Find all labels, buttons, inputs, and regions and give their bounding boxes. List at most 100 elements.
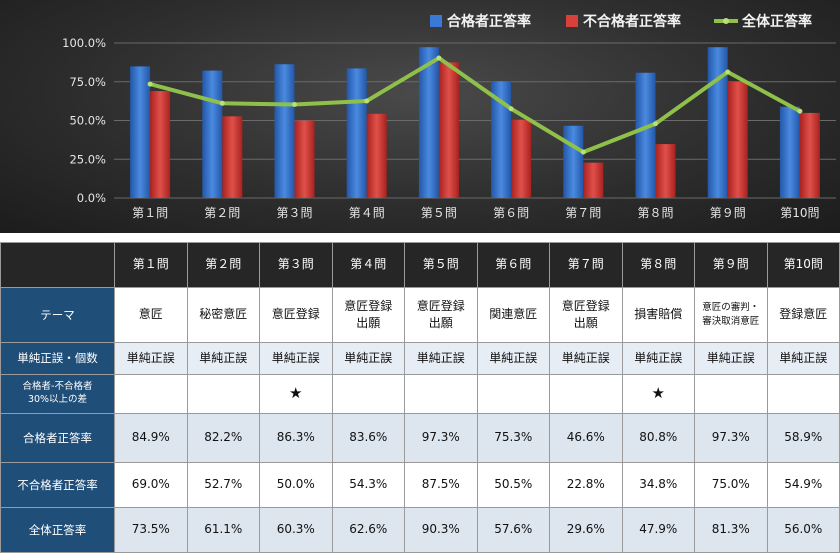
theme-line: 損害賠償 [634, 307, 683, 322]
bar [655, 144, 676, 198]
bar [294, 120, 315, 198]
x-tick-label: 第８問 [637, 206, 673, 220]
bar [222, 116, 243, 198]
row-header-line: 30%以上の差 [27, 394, 88, 405]
row-header-diff-flag: 合格者-不合格者 30%以上の差 [0, 374, 115, 414]
fail-rate-cell: 54.3% [331, 462, 405, 508]
type-cell: 単純正誤 [114, 342, 188, 375]
line-point [653, 121, 658, 127]
theme-cell: 損害賠償 [621, 287, 695, 343]
type-cell: 単純正誤 [621, 342, 695, 375]
x-tick-label: 第５問 [421, 206, 457, 220]
y-tick-label: 0.0% [77, 191, 106, 205]
bar [274, 64, 295, 198]
bar [150, 91, 171, 198]
type-cell: 単純正誤 [331, 342, 405, 375]
type-cell: 単純正誤 [404, 342, 478, 375]
theme-line: 意匠 [138, 307, 163, 322]
fail-rate-cell: 22.8% [549, 462, 623, 508]
type-cell: 単純正誤 [549, 342, 623, 375]
y-tick-label: 50.0% [69, 114, 106, 128]
theme-line: 意匠登録 [344, 298, 393, 313]
pass-rate-cell: 83.6% [331, 413, 405, 463]
fail-rate-cell: 87.5% [404, 462, 478, 508]
x-tick-label: 第６問 [493, 206, 529, 220]
theme-line: 関連意匠 [489, 307, 538, 322]
theme-cell: 登録意匠 [766, 287, 840, 343]
pass-rate-cell: 75.3% [476, 413, 550, 463]
theme-cell: 意匠登録 [259, 287, 333, 343]
line-point [436, 55, 442, 61]
row-header-type: 単純正誤・個数 [0, 342, 115, 375]
table-row-theme: テーマ 意匠 秘密意匠 意匠登録 意匠登録 出願 意匠登録 出願 関連意匠 意匠登録… [0, 287, 840, 343]
results-table: 第１問 第２問 第３問 第４問 第５問 第６問 第７問 第８問 第９問 第10問… [0, 242, 840, 553]
bar [583, 162, 604, 198]
star-cell [331, 374, 405, 414]
legend-label: 不合格者正答率 [583, 13, 681, 30]
bar [366, 113, 387, 198]
bar-line-chart: 0.0% 25.0% 50.0% 75.0% 100.0% 第１問 第２問 第３問 第４問 第５問… [62, 13, 836, 220]
type-cell: 単純正誤 [259, 342, 333, 375]
star-cell: ★ [259, 374, 333, 414]
pass-rate-cell: 97.3% [404, 413, 478, 463]
bar [202, 70, 223, 198]
fail-rate-cell: 50.5% [476, 462, 550, 508]
star-cell [114, 374, 188, 414]
row-header-line: 合格者-不合格者 [22, 381, 93, 393]
theme-cell: 意匠 [114, 287, 188, 343]
row-header-theme: テーマ [0, 287, 115, 343]
legend-swatch [430, 15, 442, 27]
x-tick-label: 第４問 [349, 206, 385, 220]
overall-rate-cell: 73.5% [114, 507, 188, 553]
line-point [797, 108, 803, 114]
fail-rate-cell: 69.0% [114, 462, 188, 508]
bar [346, 68, 367, 198]
row-header-pass-rate: 合格者正答率 [0, 413, 115, 463]
star-cell [694, 374, 768, 414]
x-tick-label: 第７問 [565, 206, 601, 220]
line-point [219, 100, 225, 106]
y-tick-label: 100.0% [62, 36, 106, 50]
col-header: 第６問 [476, 242, 550, 288]
overall-rate-cell: 61.1% [186, 507, 260, 553]
bar [438, 62, 459, 198]
legend-swatch [566, 15, 578, 27]
legend-marker [723, 18, 729, 24]
pass-rate-cell: 58.9% [766, 413, 840, 463]
theme-line: 意匠の審判・ [702, 302, 760, 314]
col-header: 第１問 [114, 242, 188, 288]
theme-line: 意匠登録 [271, 307, 320, 322]
col-header: 第８問 [621, 242, 695, 288]
bar [130, 66, 151, 198]
type-cell: 単純正誤 [476, 342, 550, 375]
col-header: 第９問 [694, 242, 768, 288]
line-point [508, 106, 514, 112]
theme-cell: 秘密意匠 [186, 287, 260, 343]
x-tick-label: 第９問 [710, 206, 746, 220]
star-cell: ★ [621, 374, 695, 414]
bar [418, 47, 439, 199]
row-header-fail-rate: 不合格者正答率 [0, 462, 115, 508]
overall-rate-cell: 29.6% [549, 507, 623, 553]
fail-rate-cell: 34.8% [621, 462, 695, 508]
fail-rate-cell: 75.0% [694, 462, 768, 508]
type-cell: 単純正誤 [186, 342, 260, 375]
overall-rate-cell: 62.6% [331, 507, 405, 553]
theme-cell: 意匠登録 出願 [331, 287, 405, 343]
theme-cell: 意匠の審判・ 審決取消意匠 [694, 287, 768, 343]
x-tick-label: 第１問 [132, 206, 168, 220]
row-header-overall-rate: 全体正答率 [0, 507, 115, 553]
theme-line: 審決取消意匠 [702, 316, 760, 327]
y-tick-label: 75.0% [69, 75, 106, 89]
line-point [580, 149, 586, 155]
theme-line: 出願 [573, 316, 598, 330]
type-cell: 単純正誤 [694, 342, 768, 375]
bar [707, 47, 728, 199]
table-row-overall-rate: 全体正答率 73.5% 61.1% 60.3% 62.6% 90.3% 57.6… [0, 507, 840, 553]
pass-rate-cell: 46.6% [549, 413, 623, 463]
theme-line: 意匠登録 [561, 298, 610, 313]
theme-line: 秘密意匠 [199, 307, 248, 322]
line-point [147, 81, 153, 87]
table-header-row: 第１問 第２問 第３問 第４問 第５問 第６問 第７問 第８問 第９問 第10問 [0, 242, 840, 288]
star-cell [186, 374, 260, 414]
